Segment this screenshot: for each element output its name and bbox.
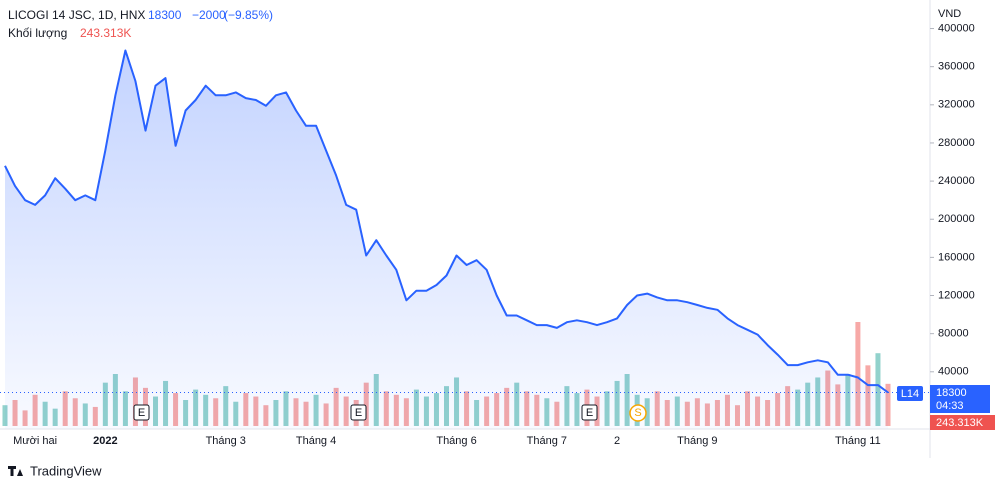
x-tick-label: Tháng 11 bbox=[835, 435, 881, 447]
y-tick-label: 40000 bbox=[938, 366, 969, 378]
event-box[interactable] bbox=[133, 404, 150, 421]
x-tick-label: 2022 bbox=[93, 435, 117, 447]
event-label: E bbox=[586, 407, 593, 419]
volume-value: 243.313K bbox=[80, 26, 131, 40]
price-change: −2000 bbox=[192, 8, 226, 22]
y-tick-label: 280000 bbox=[938, 137, 975, 149]
chart-title: LICOGI 14 JSC, 1D, HNX bbox=[8, 8, 145, 22]
event-box[interactable] bbox=[350, 404, 367, 421]
price-tag bbox=[930, 385, 990, 413]
y-tick-label: 360000 bbox=[938, 61, 975, 73]
footer-brand: TradingView bbox=[30, 463, 102, 478]
x-tick-label: Tháng 4 bbox=[296, 435, 336, 447]
y-tick-label: 120000 bbox=[938, 289, 975, 301]
plot-area bbox=[0, 49, 930, 429]
event-label: E bbox=[138, 407, 145, 419]
y-tick-label: 320000 bbox=[938, 99, 975, 111]
symbol-tag bbox=[897, 386, 923, 401]
y-tick-label: 160000 bbox=[938, 251, 975, 263]
logo bbox=[8, 466, 23, 476]
x-tick-label: Tháng 9 bbox=[677, 435, 717, 447]
x-tick-label: Tháng 6 bbox=[436, 435, 476, 447]
price-tag-value: 18300 bbox=[936, 387, 967, 399]
axis-labels: 40000 80000 120000 160000 200000 240000 280000… bbox=[13, 22, 975, 446]
price-line bbox=[4, 49, 889, 394]
x-tick-label: Mười hai bbox=[13, 435, 57, 447]
y-unit: VND bbox=[938, 8, 961, 20]
last-price: 18300 bbox=[148, 8, 182, 22]
volume-tag-value: 243.313K bbox=[936, 417, 984, 429]
volume-tag bbox=[930, 415, 995, 430]
volume-label: Khối lượng bbox=[8, 26, 67, 40]
event-markers: E E E S bbox=[133, 404, 647, 422]
event-label: E bbox=[355, 407, 362, 419]
x-tick-label: Tháng 7 bbox=[527, 435, 567, 447]
countdown: 04:33 bbox=[936, 400, 964, 412]
symbol-tag-text: L14 bbox=[901, 388, 919, 400]
y-tick-label: 80000 bbox=[938, 328, 969, 340]
y-tick-label: 240000 bbox=[938, 175, 975, 187]
volume-bar bbox=[855, 322, 861, 426]
x-tick-label: Tháng 3 bbox=[206, 435, 246, 447]
event-label: S bbox=[634, 407, 641, 419]
event-circle[interactable] bbox=[629, 404, 647, 422]
y-tick-label: 400000 bbox=[938, 22, 975, 34]
y-tick-label: 200000 bbox=[938, 213, 975, 225]
x-tick-label: 2 bbox=[614, 435, 620, 447]
price-change-percent: (−9.85%) bbox=[224, 8, 273, 22]
area-fill bbox=[5, 50, 888, 429]
event-box[interactable] bbox=[581, 404, 598, 421]
